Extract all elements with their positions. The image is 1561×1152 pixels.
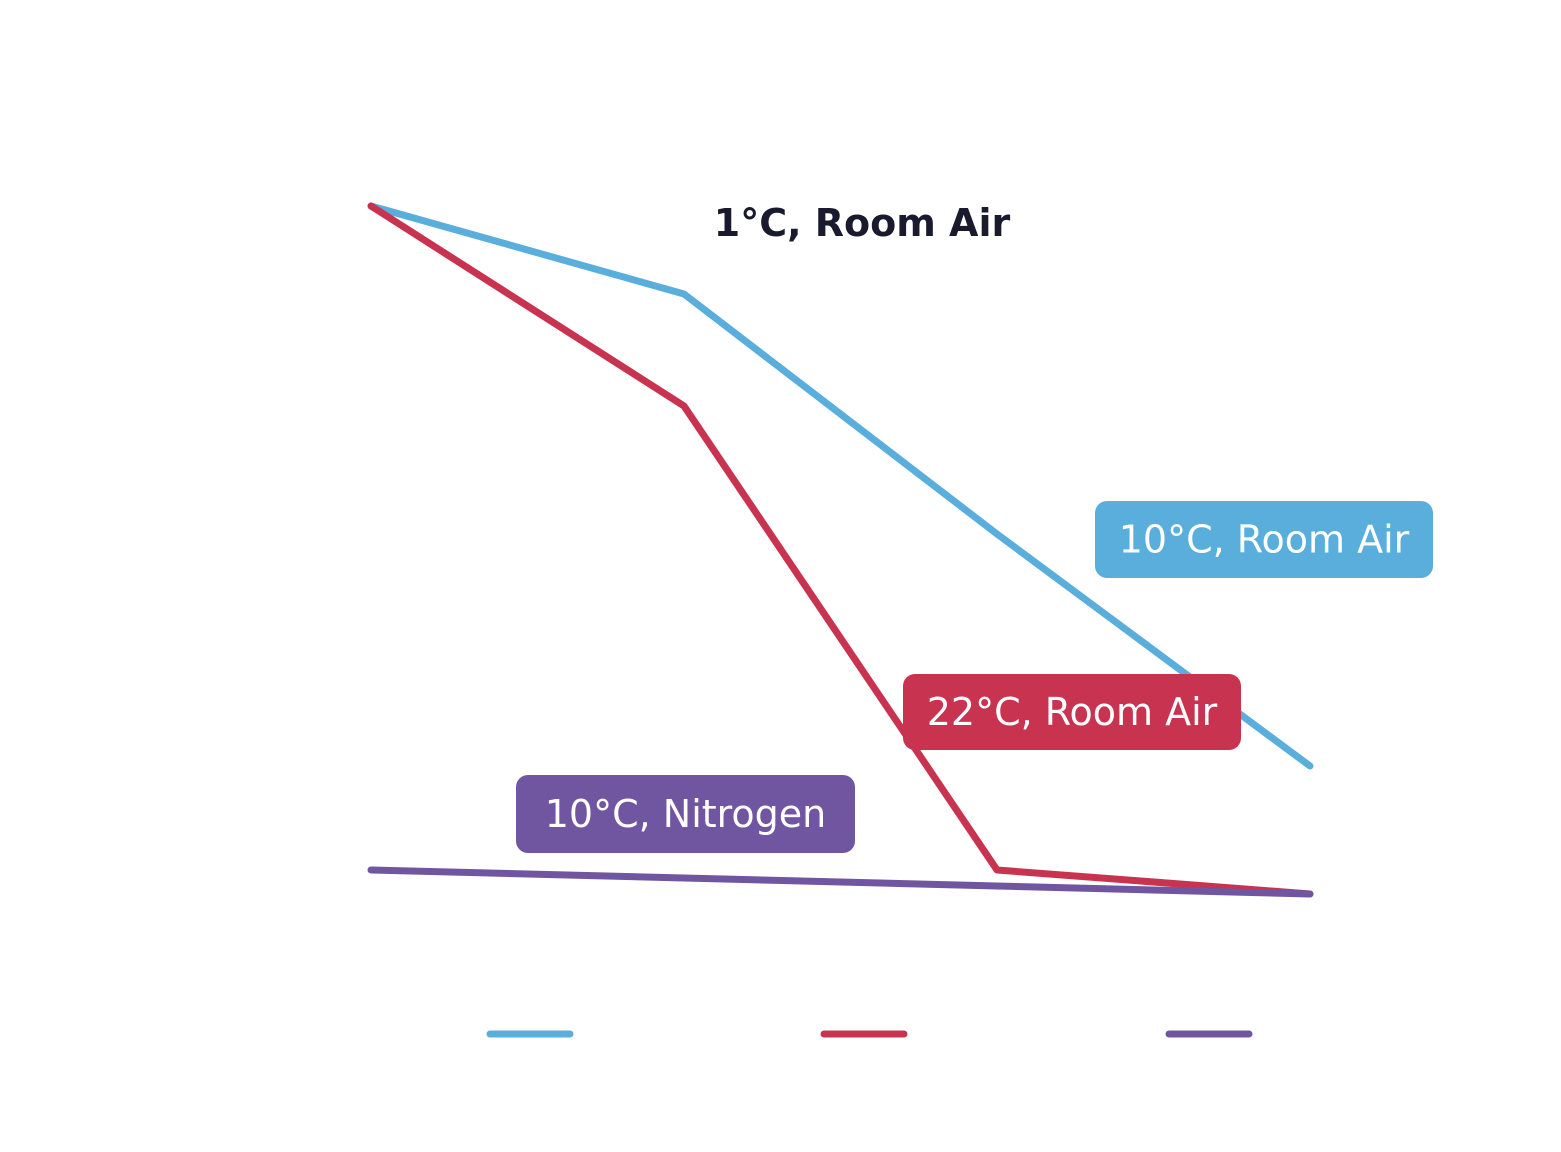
series-label-10-c-room-air: 10°C, Room Air xyxy=(1119,518,1410,562)
series-line-10-c-nitrogen xyxy=(367,866,1314,898)
series-lines xyxy=(367,202,1314,898)
series-label-22-c-room-air: 22°C, Room Air xyxy=(927,690,1218,734)
series-line-22-c-room-air xyxy=(367,202,1314,898)
series-label-10-c-nitrogen: 10°C, Nitrogen xyxy=(545,792,827,836)
series-label-box-22-c-room-air xyxy=(903,674,1241,750)
series-label-box-10-c-room-air xyxy=(1095,501,1433,578)
series-line-10-c-room-air xyxy=(367,202,1314,770)
series-labels: 10°C, Room Air 22°C, Room Air 10°C, Nitrog… xyxy=(516,501,1433,853)
series-label-box-10-c-nitrogen xyxy=(516,775,855,853)
room-air-1c-annotation: 1°C, Room Air xyxy=(714,201,1011,245)
